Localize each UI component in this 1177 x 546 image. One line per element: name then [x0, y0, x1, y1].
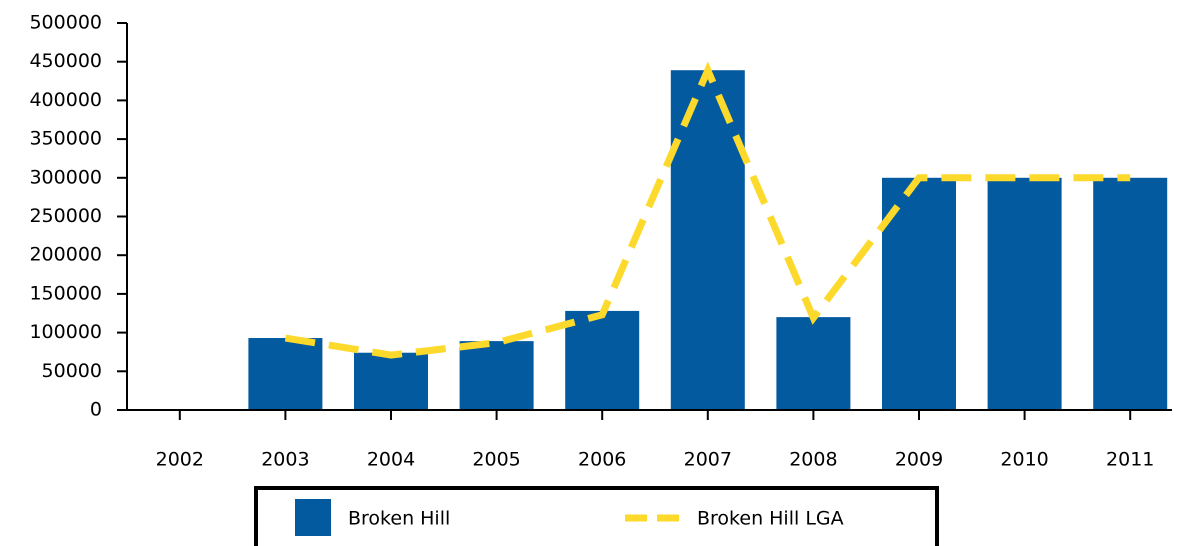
bar [248, 338, 323, 410]
y-tick-label: 200000 [29, 244, 102, 266]
x-tick-label: 2010 [1000, 449, 1048, 471]
y-tick-label: 50000 [42, 360, 102, 382]
y-tick-label: 250000 [29, 205, 102, 227]
legend-label: Broken Hill LGA [697, 508, 844, 530]
bar [670, 70, 745, 411]
y-tick-label: 400000 [29, 89, 102, 111]
legend-box [254, 486, 939, 546]
x-tick-label: 2008 [789, 449, 837, 471]
x-tick-label: 2002 [156, 449, 204, 471]
y-tick-label: 350000 [29, 128, 102, 150]
bar [354, 352, 428, 410]
x-tick-label: 2007 [684, 449, 732, 471]
y-tick-label: 300000 [29, 166, 102, 188]
bar [776, 317, 851, 410]
x-tick-label: 2011 [1106, 449, 1154, 471]
y-tick-label: 0 [90, 399, 102, 421]
y-tick-label: 450000 [29, 50, 102, 72]
x-tick-label: 2006 [578, 449, 626, 471]
bar [565, 310, 640, 410]
x-tick-label: 2004 [367, 449, 415, 471]
legend-label: Broken Hill [348, 508, 450, 530]
x-tick-label: 2003 [261, 449, 309, 471]
bar [1093, 177, 1168, 410]
legend-swatch [295, 499, 331, 536]
x-tick-label: 2005 [472, 449, 520, 471]
y-tick-label: 100000 [29, 321, 102, 343]
bar [987, 177, 1062, 410]
y-tick-label: 150000 [29, 282, 102, 304]
line [284, 61, 1131, 359]
bar [882, 177, 956, 410]
x-tick-label: 2009 [895, 449, 943, 471]
bar [459, 341, 534, 410]
y-tick-label: 500000 [29, 12, 102, 34]
